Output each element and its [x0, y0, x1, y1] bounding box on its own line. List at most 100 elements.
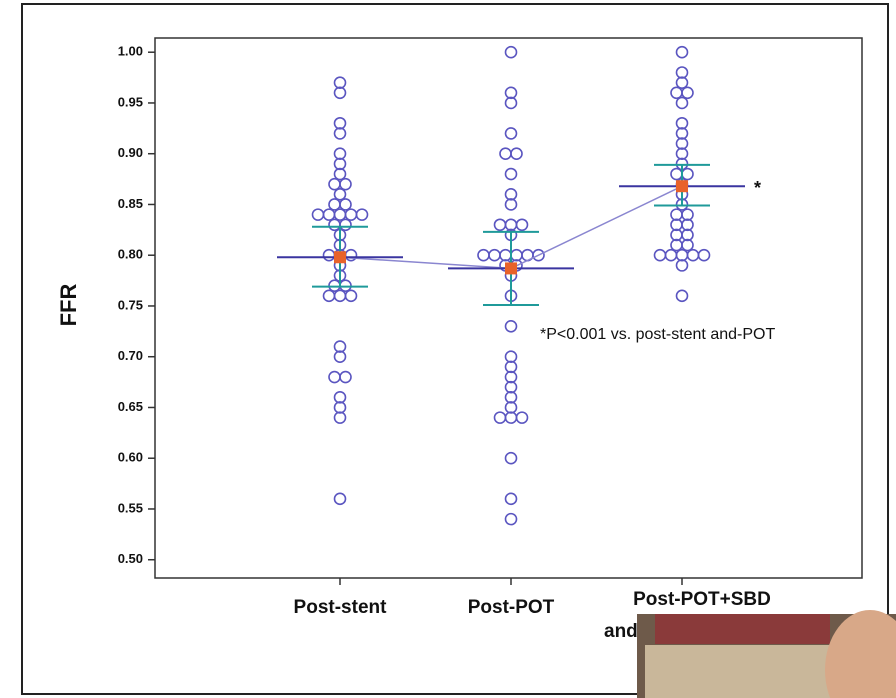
webcam-overlay — [637, 610, 896, 698]
webcam-wall — [645, 645, 835, 698]
data-point — [681, 218, 694, 232]
y-axis-label: FFR — [56, 284, 81, 327]
data-point — [328, 177, 341, 191]
data-point — [333, 411, 347, 424]
data-point — [681, 228, 694, 242]
data-point — [675, 96, 689, 110]
data-point — [681, 167, 694, 181]
webcam-shelf — [655, 614, 830, 644]
data-point — [504, 370, 518, 384]
data-point — [653, 248, 667, 262]
data-point — [311, 208, 325, 221]
y-tick-label: 0.70 — [118, 348, 143, 363]
data-point — [328, 198, 341, 211]
data-point — [499, 147, 512, 161]
data-point — [493, 218, 507, 232]
y-tick-label: 0.85 — [118, 196, 143, 211]
data-point — [339, 218, 352, 232]
mean-marker — [334, 251, 346, 264]
data-point — [504, 401, 518, 414]
data-point — [504, 86, 518, 100]
data-point — [355, 208, 369, 221]
data-point — [504, 96, 518, 110]
data-point — [344, 248, 358, 262]
y-tick-label: 0.55 — [118, 500, 143, 515]
y-tick-label: 0.75 — [118, 297, 143, 312]
data-point — [504, 218, 518, 232]
data-point — [504, 127, 518, 140]
data-point — [333, 86, 347, 100]
data-point — [686, 248, 700, 262]
y-tick-label: 1.00 — [118, 44, 143, 59]
data-point — [504, 492, 518, 506]
data-point — [322, 289, 336, 303]
data-point — [333, 116, 347, 130]
data-point — [333, 492, 347, 506]
data-point — [675, 66, 689, 79]
y-tick-label: 0.60 — [118, 450, 143, 465]
data-point — [328, 279, 341, 292]
data-point — [681, 238, 694, 252]
annotation: *P<0.001 vs. post-stent and-POT — [540, 326, 775, 343]
data-point — [333, 391, 347, 404]
data-point — [670, 218, 683, 232]
data-point — [504, 45, 518, 59]
slide-frame — [21, 3, 889, 695]
y-tick-label: 0.90 — [118, 145, 143, 160]
significance-mark: * — [754, 178, 761, 198]
data-point — [493, 411, 507, 424]
data-point — [344, 289, 358, 303]
data-point — [333, 127, 347, 140]
x-tick-label: Post-stent — [294, 597, 388, 618]
data-point — [675, 116, 689, 130]
data-point — [333, 350, 347, 364]
data-point — [333, 76, 347, 89]
data-point — [675, 76, 689, 89]
y-tick-label: 0.80 — [118, 247, 143, 262]
data-point — [515, 411, 529, 424]
x-tick-label: and — [604, 621, 638, 642]
data-point — [664, 248, 678, 262]
data-point — [675, 259, 689, 272]
data-point — [339, 177, 352, 191]
data-point — [504, 319, 518, 333]
data-point — [681, 86, 694, 100]
data-point — [504, 167, 518, 181]
data-point — [670, 86, 683, 100]
data-point — [670, 238, 683, 252]
data-point — [675, 137, 689, 150]
data-point — [477, 248, 490, 262]
data-point — [675, 127, 689, 140]
data-point — [333, 208, 347, 221]
data-point — [504, 411, 518, 424]
data-point — [504, 188, 518, 201]
data-point — [504, 391, 518, 404]
data-point — [333, 340, 347, 353]
mean-marker — [676, 180, 688, 193]
y-tick-label: 0.65 — [118, 399, 143, 414]
data-point — [328, 370, 341, 384]
data-point — [670, 208, 683, 221]
data-point — [322, 248, 336, 262]
y-tick-label: 0.50 — [118, 551, 143, 566]
data-point — [504, 360, 518, 374]
data-point — [675, 45, 689, 59]
data-point — [532, 248, 545, 262]
data-point — [339, 370, 352, 384]
data-point — [675, 147, 689, 161]
data-point — [515, 218, 529, 232]
data-point — [333, 147, 347, 161]
data-point — [333, 167, 347, 181]
data-point — [510, 147, 523, 161]
mean-marker — [505, 262, 517, 275]
data-point — [333, 157, 347, 171]
data-point — [504, 512, 518, 526]
data-point — [488, 248, 501, 262]
webcam-face — [825, 610, 896, 698]
data-point — [333, 188, 347, 201]
data-point — [339, 198, 352, 211]
data-point — [339, 279, 352, 292]
data-point — [499, 248, 512, 262]
